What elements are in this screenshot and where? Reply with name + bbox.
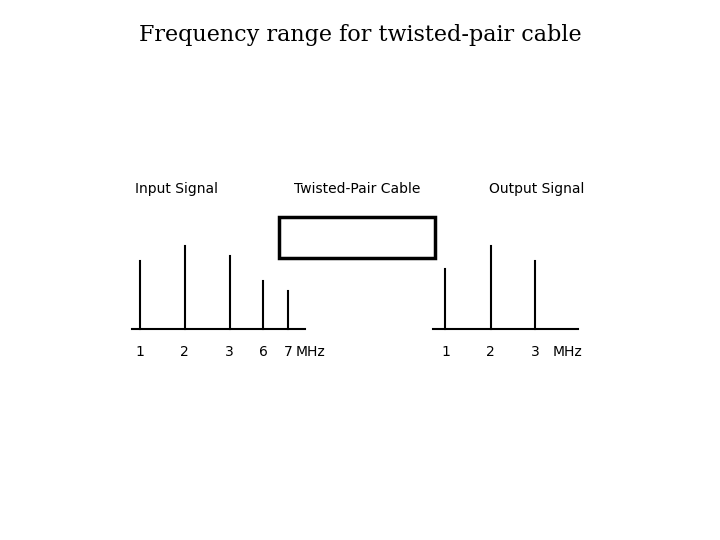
Text: MHz: MHz (295, 346, 325, 360)
Text: 3: 3 (531, 346, 540, 360)
Text: Output Signal: Output Signal (489, 182, 584, 196)
Text: 6: 6 (258, 346, 267, 360)
Text: MHz: MHz (552, 346, 582, 360)
Text: 3: 3 (225, 346, 234, 360)
Bar (279, 217, 435, 258)
Text: 1: 1 (441, 346, 450, 360)
Text: 1: 1 (136, 346, 145, 360)
Text: Input Signal: Input Signal (135, 182, 218, 196)
Text: 7: 7 (284, 346, 292, 360)
Text: 2: 2 (181, 346, 189, 360)
Text: 2: 2 (486, 346, 495, 360)
Text: Twisted-Pair Cable: Twisted-Pair Cable (294, 182, 420, 196)
Text: Frequency range for twisted-pair cable: Frequency range for twisted-pair cable (139, 24, 581, 46)
